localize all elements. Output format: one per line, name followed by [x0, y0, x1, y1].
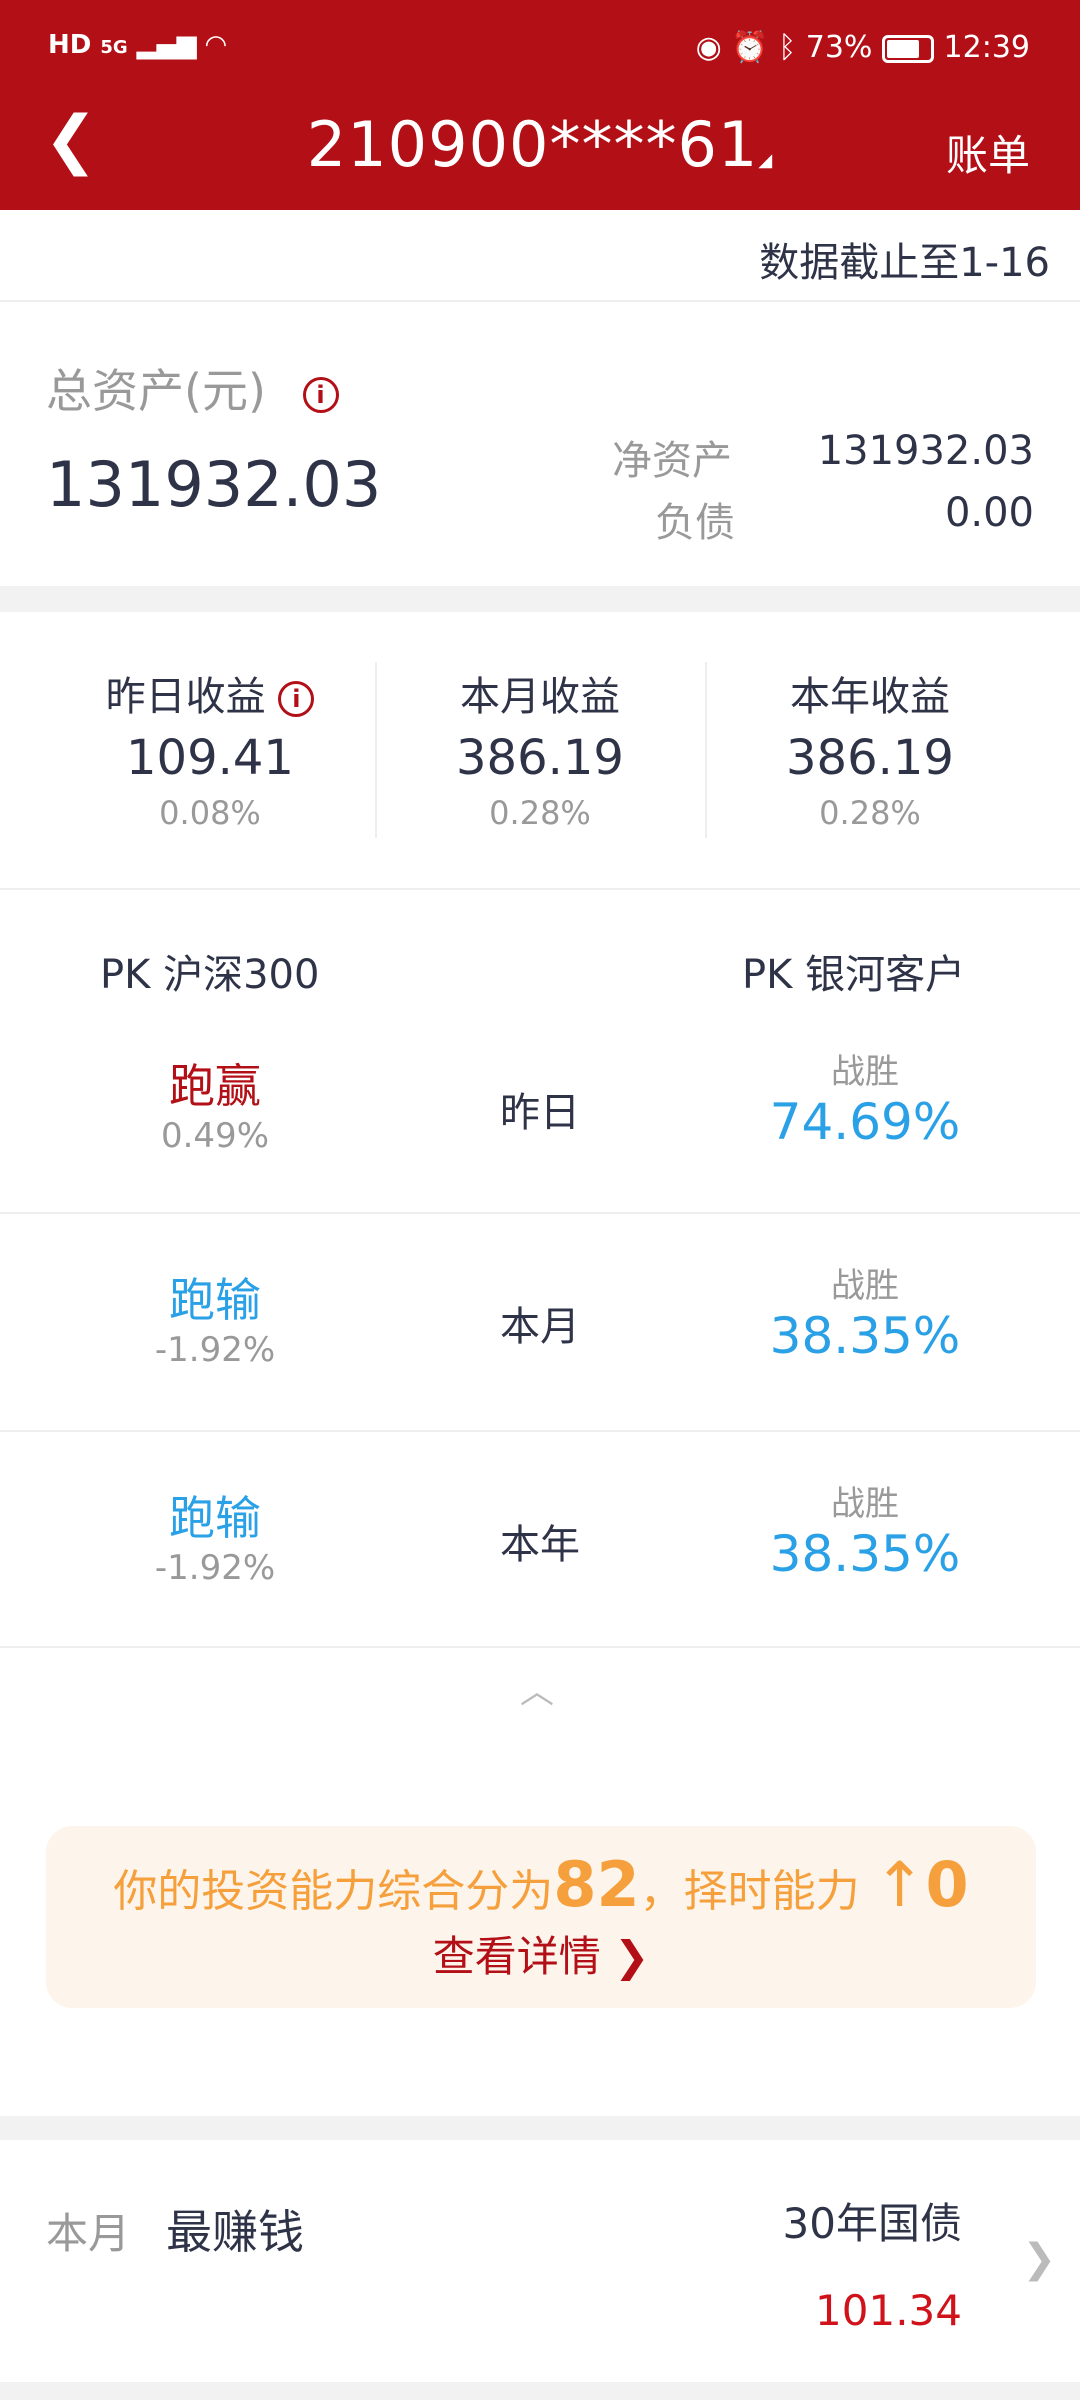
earnings-year[interactable]: 本年收益 386.19 0.28%	[690, 612, 1050, 888]
dropdown-triangle-icon: ◢	[758, 150, 774, 171]
pk-win-pct: 38.35%	[769, 1525, 961, 1583]
pk-row-month: 跑输 -1.92% 本月 战胜 38.35%	[0, 1214, 1080, 1430]
pk-win-pct: 74.69%	[769, 1093, 961, 1151]
pk-diff: -1.92%	[154, 1330, 276, 1370]
pk-diff: -1.92%	[154, 1548, 276, 1588]
best-period: 本月	[46, 2209, 131, 2258]
bill-button[interactable]: 账单	[945, 131, 1030, 180]
pk-row-year: 跑输 -1.92% 本年 战胜 38.35%	[0, 1432, 1080, 1646]
earnings-value: 109.41	[126, 730, 294, 786]
battery-percent: 73%	[805, 30, 873, 65]
pk-hs300-header: PK 沪深300	[100, 952, 320, 998]
pk-result: 跑赢	[169, 1059, 261, 1113]
alarm-icon: ⏰	[731, 30, 769, 65]
pk-result: 跑输	[169, 1273, 261, 1327]
net-assets-value: 131932.03	[817, 428, 1034, 474]
pk-row-yesterday: 跑赢 0.49% 昨日 战胜 74.69%	[0, 1020, 1080, 1212]
pk-win-label: 战胜	[831, 1266, 899, 1306]
earnings-pct: 0.08%	[159, 794, 261, 832]
info-icon[interactable]: i	[278, 681, 315, 717]
earnings-month[interactable]: 本月收益 386.19 0.28%	[360, 612, 720, 888]
network-icons: HD 5G ▂▄▆ ◠	[48, 30, 226, 60]
debt-label: 负债	[655, 500, 735, 546]
back-icon[interactable]: ❮	[44, 103, 98, 177]
best-earner-row[interactable]: 本月 最赚钱 30年国债 101.34 ❯	[0, 2140, 1080, 2382]
best-value: 101.34	[815, 2286, 962, 2335]
total-assets-value: 131932.03	[46, 448, 382, 521]
earnings-label: 昨日收益	[105, 674, 266, 720]
pk-period: 本年	[500, 1522, 580, 1568]
pk-period: 昨日	[500, 1090, 580, 1136]
arrow-up-icon: ↑	[873, 1848, 926, 1921]
earnings-label: 本年收益	[790, 674, 950, 720]
chevron-right-icon: ❯	[614, 1932, 650, 1981]
earnings-value: 386.19	[456, 730, 624, 786]
pk-period: 本月	[500, 1304, 580, 1350]
pk-win-pct: 38.35%	[769, 1307, 961, 1365]
header: HD 5G ▂▄▆ ◠ ◉ ⏰ ᛒ 73% 12:39 ❮ 210900****…	[0, 0, 1080, 210]
best-label: 最赚钱	[166, 2205, 304, 2259]
account-selector[interactable]: 210900****61◢	[306, 108, 774, 181]
total-assets-label: 总资产(元) i	[46, 355, 339, 421]
pk-result: 跑输	[169, 1491, 261, 1545]
chevron-right-icon: ❯	[1022, 2236, 1056, 2282]
earnings-yesterday[interactable]: 昨日收益 i 109.41 0.08%	[30, 612, 390, 888]
earnings-value: 386.19	[786, 730, 954, 786]
best-name: 30年国债	[782, 2199, 962, 2248]
eye-icon: ◉	[695, 30, 722, 65]
clock: 12:39	[943, 30, 1030, 65]
debt-value: 0.00	[944, 490, 1034, 536]
earnings-pct: 0.28%	[489, 794, 591, 832]
earnings-pct: 0.28%	[819, 794, 921, 832]
pk-customers-header: PK 银河客户	[742, 952, 966, 998]
earnings-label: 本月收益	[460, 674, 620, 720]
collapse-chevron-up-icon[interactable]: ︿	[520, 1672, 554, 1712]
data-date: 数据截止至1-16	[759, 240, 1050, 286]
pk-diff: 0.49%	[160, 1116, 269, 1156]
net-assets-label: 净资产	[612, 438, 732, 484]
bluetooth-icon: ᛒ	[778, 30, 797, 65]
pk-win-label: 战胜	[831, 1484, 899, 1524]
view-detail-link[interactable]: 查看详情 ❯	[432, 1932, 650, 1981]
battery-icon	[881, 34, 934, 63]
score-text: 你的投资能力综合分为82，择时能力 ↑0	[113, 1848, 969, 1921]
pk-win-label: 战胜	[831, 1052, 899, 1092]
info-icon[interactable]: i	[302, 376, 339, 413]
score-card[interactable]: 你的投资能力综合分为82，择时能力 ↑0 查看详情 ❯	[46, 1826, 1036, 2008]
wifi-icon: ◠	[205, 30, 226, 60]
status-right: ◉ ⏰ ᛒ 73% 12:39	[696, 30, 1030, 65]
